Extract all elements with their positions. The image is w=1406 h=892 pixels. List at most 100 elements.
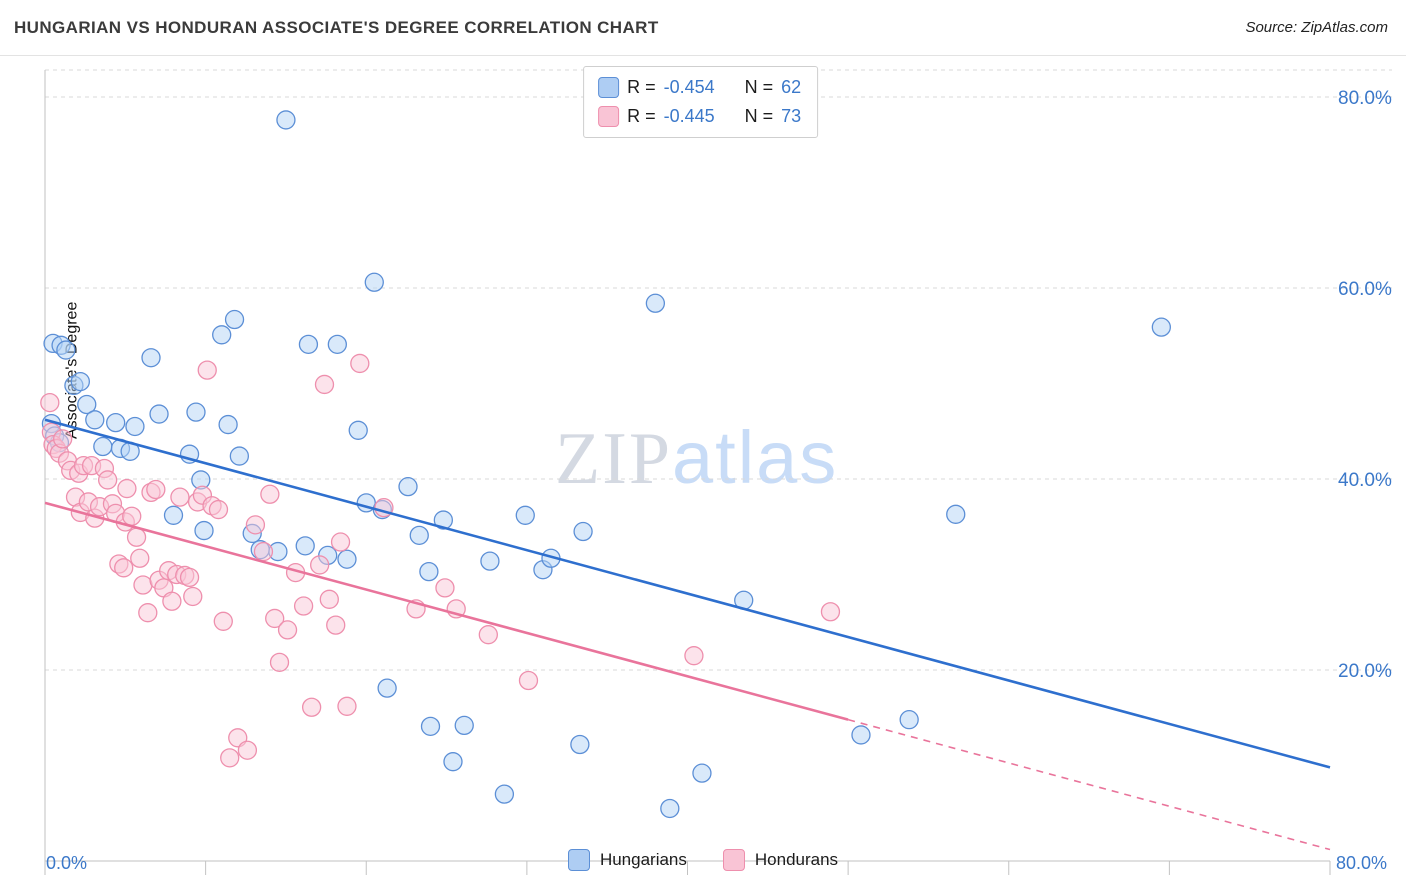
data-point-hungarians[interactable] [186,402,206,422]
data-point-hungarians[interactable] [149,404,169,424]
data-point-hungarians[interactable] [337,549,357,569]
data-point-hungarians[interactable] [433,510,454,530]
data-point-hungarians[interactable] [570,734,590,755]
data-point-hondurans[interactable] [220,748,240,768]
data-point-hondurans[interactable] [122,506,142,526]
legend-row-hondurans: R = -0.445 N = 73 [598,106,801,127]
data-point-hondurans[interactable] [326,615,346,635]
data-point-hondurans[interactable] [213,611,233,631]
data-point-hungarians[interactable] [141,348,161,368]
data-point-hungarians[interactable] [443,752,463,772]
data-point-hondurans[interactable] [310,555,330,575]
data-point-hondurans[interactable] [350,353,370,374]
data-point-hondurans[interactable] [170,487,190,507]
data-point-hungarians[interactable] [851,725,871,745]
r-value: -0.445 [663,106,715,126]
r-label: R = [627,106,656,126]
data-point-hungarians[interactable] [194,520,214,541]
data-point-hondurans[interactable] [130,548,150,568]
r-label: R = [627,77,656,97]
data-point-hondurans[interactable] [684,646,704,666]
data-point-hungarians[interactable] [276,110,296,130]
data-point-hondurans[interactable] [337,696,357,716]
data-point-hondurans[interactable] [117,478,137,499]
data-point-hondurans[interactable] [478,625,498,645]
bottom-legend-hungarians[interactable]: Hungarians [567,849,687,871]
data-point-hungarians[interactable] [70,371,90,392]
data-point-hondurans[interactable] [253,541,274,562]
data-point-hungarians[interactable] [93,436,113,457]
data-point-hungarians[interactable] [420,716,441,736]
data-point-hondurans[interactable] [277,620,298,640]
data-point-hondurans[interactable] [245,515,266,535]
data-point-hungarians[interactable] [645,293,666,313]
data-point-hondurans[interactable] [146,479,166,500]
data-point-hungarians[interactable] [85,410,105,430]
data-point-hondurans[interactable] [319,589,339,609]
bottom-legend-label: Hondurans [754,850,839,869]
data-point-hondurans[interactable] [435,578,455,598]
data-point-hondurans[interactable] [179,567,200,588]
data-point-hungarians[interactable] [56,340,76,360]
trendline-hondurans-dashed [847,718,1331,851]
data-point-hungarians[interactable] [692,763,712,783]
r-value: -0.454 [663,77,715,97]
data-point-hungarians[interactable] [106,413,126,433]
data-point-hungarians[interactable] [212,325,232,345]
hungarians-swatch-icon [598,77,620,98]
y-tick-label: 60.0% [1338,279,1392,300]
data-point-hondurans[interactable] [162,591,182,611]
data-point-hungarians[interactable] [327,334,347,354]
hondurans-swatch-icon [598,106,620,127]
data-point-hondurans[interactable] [126,527,147,547]
data-point-hondurans[interactable] [301,697,322,717]
data-point-hungarians[interactable] [1151,317,1171,337]
data-point-hungarians[interactable] [515,505,535,525]
data-point-hondurans[interactable] [269,652,290,673]
data-point-hungarians[interactable] [660,798,680,819]
data-point-hondurans[interactable] [237,740,258,760]
chart-header: HUNGARIAN VS HONDURAN ASSOCIATE'S DEGREE… [0,0,1406,56]
data-point-hungarians[interactable] [480,551,500,571]
data-point-hondurans[interactable] [208,499,229,520]
data-point-hondurans[interactable] [820,602,841,622]
data-point-hungarians[interactable] [409,525,429,545]
data-point-hondurans[interactable] [314,374,335,395]
data-point-hungarians[interactable] [364,272,384,292]
data-point-hungarians[interactable] [573,521,593,542]
legend-row-hungarians: R = -0.454 N = 62 [598,77,801,98]
data-point-hondurans[interactable] [197,360,217,380]
data-point-hondurans[interactable] [260,484,280,504]
data-point-hondurans[interactable] [293,596,314,616]
data-point-hungarians[interactable] [298,334,319,354]
data-point-hondurans[interactable] [265,608,285,629]
data-point-hungarians[interactable] [419,561,439,582]
data-point-hungarians[interactable] [218,414,238,435]
data-point-hungarians[interactable] [163,505,184,525]
data-point-hungarians[interactable] [377,678,397,698]
data-point-hondurans[interactable] [138,603,158,623]
data-point-hondurans[interactable] [97,470,118,490]
data-point-hungarians[interactable] [494,784,515,804]
data-point-hungarians[interactable] [946,504,966,524]
data-point-hondurans[interactable] [53,429,73,449]
data-point-hondurans[interactable] [330,532,351,552]
data-point-hungarians[interactable] [899,710,919,730]
data-point-hondurans[interactable] [40,392,60,413]
data-point-hungarians[interactable] [224,309,245,330]
data-point-hondurans[interactable] [183,586,203,607]
y-tick-label: 40.0% [1338,470,1392,491]
data-point-hungarians[interactable] [348,420,368,440]
bottom-legend-hondurans[interactable]: Hondurans [722,849,839,871]
data-point-hungarians[interactable] [125,416,145,437]
legend-box: R = -0.454 N = 62 R = -0.445 N = 73 [583,66,819,138]
data-point-hungarians[interactable] [454,715,474,736]
data-point-hungarians[interactable] [77,394,97,415]
data-point-hondurans[interactable] [133,575,153,595]
data-point-hondurans[interactable] [518,670,539,691]
data-point-hondurans[interactable] [114,558,134,578]
data-point-hungarians[interactable] [295,536,315,556]
data-point-hungarians[interactable] [229,446,250,466]
data-point-hungarians[interactable] [398,476,418,497]
